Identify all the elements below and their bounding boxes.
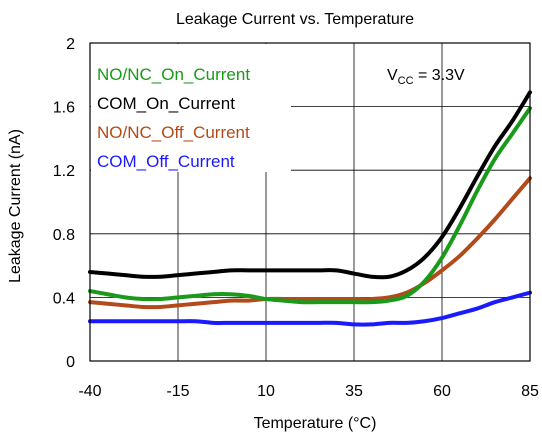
vcc-annotation: VCC = 3.3V bbox=[387, 67, 465, 87]
plot-area-frame bbox=[89, 42, 531, 362]
x-axis-label: Temperature (°C) bbox=[254, 415, 377, 432]
y-axis-label: Leakage Current (nA) bbox=[7, 129, 24, 283]
y-tick-label: 1.6 bbox=[53, 100, 75, 117]
x-tick-label: -40 bbox=[78, 383, 101, 400]
y-tick-label: 1.2 bbox=[53, 163, 75, 180]
series-lines bbox=[88, 90, 532, 327]
y-tick-label: 0.4 bbox=[53, 290, 75, 307]
x-tick-label: 60 bbox=[433, 383, 451, 400]
legend-entry: NO/NC_Off_Current bbox=[97, 123, 250, 142]
legend-entry: COM_Off_Current bbox=[97, 152, 235, 171]
legend-entry: NO/NC_On_Current bbox=[97, 65, 250, 84]
x-tick-label: -15 bbox=[166, 383, 189, 400]
series-line-no-nc-off-current bbox=[88, 176, 532, 310]
y-tick-label: 0.8 bbox=[53, 227, 75, 244]
series-line-com-off-current bbox=[88, 290, 532, 327]
legend: NO/NC_On_Current COM_On_Current NO/NC_Off_… bbox=[91, 44, 291, 172]
chart-title: Leakage Current vs. Temperature bbox=[176, 11, 414, 28]
x-tick-label: 10 bbox=[257, 383, 275, 400]
vcc-annotation-sub: CC bbox=[398, 75, 414, 87]
legend-entry: COM_On_Current bbox=[97, 94, 235, 113]
y-tick-label: 2 bbox=[66, 36, 75, 53]
vcc-annotation-base: V bbox=[387, 67, 398, 84]
series-line-no-nc-on-current bbox=[88, 106, 532, 305]
x-tick-label: 85 bbox=[521, 383, 539, 400]
x-tick-label: 35 bbox=[345, 383, 363, 400]
vcc-annotation-rest: = 3.3V bbox=[414, 67, 465, 84]
axis-ticks: -40 -15 10 35 60 85 0 0.4 0.8 1.2 1.6 2 bbox=[53, 36, 539, 400]
series-line-com-on-current bbox=[88, 90, 532, 280]
y-tick-label: 0 bbox=[66, 354, 75, 371]
legend-background bbox=[91, 44, 291, 172]
